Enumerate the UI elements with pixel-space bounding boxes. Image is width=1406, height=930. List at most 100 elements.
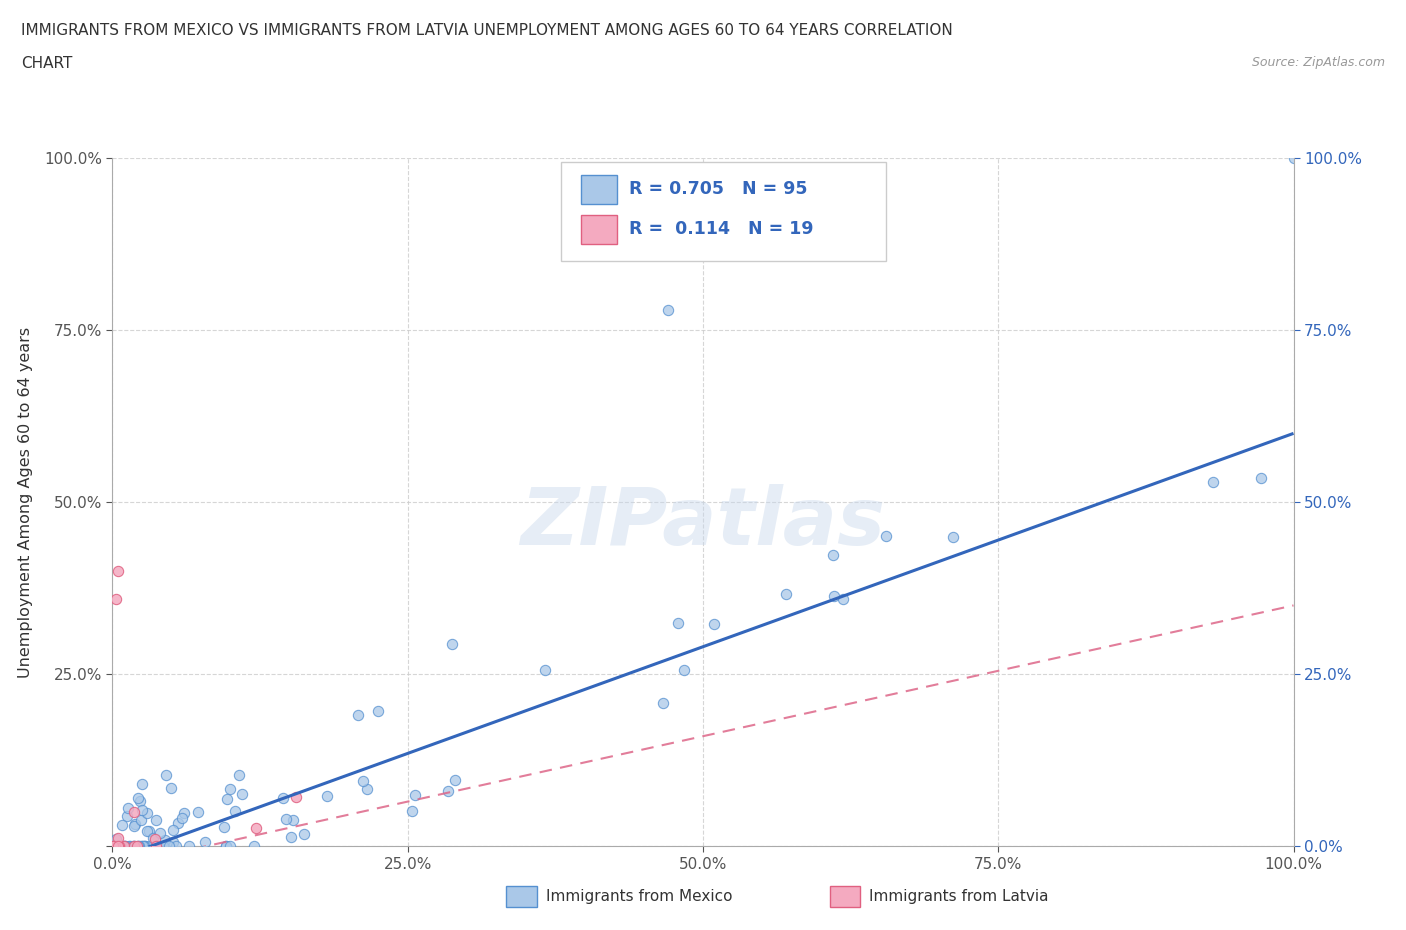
Point — [132, 839, 155, 854]
Point — [219, 782, 242, 797]
Point — [127, 790, 149, 805]
Point — [657, 302, 679, 317]
Point — [401, 804, 423, 818]
Point — [214, 819, 236, 834]
Point — [101, 839, 124, 854]
Point — [139, 839, 162, 854]
Point — [443, 773, 465, 788]
Point — [143, 831, 166, 846]
Point — [105, 839, 128, 854]
Point — [285, 790, 308, 804]
Point — [107, 830, 129, 845]
Text: IMMIGRANTS FROM MEXICO VS IMMIGRANTS FROM LATVIA UNEMPLOYMENT AMONG AGES 60 TO 6: IMMIGRANTS FROM MEXICO VS IMMIGRANTS FRO… — [21, 23, 953, 38]
Point — [105, 591, 128, 606]
Point — [142, 830, 165, 845]
Text: Source: ZipAtlas.com: Source: ZipAtlas.com — [1251, 56, 1385, 69]
Point — [122, 839, 145, 854]
Point — [127, 839, 149, 854]
Point — [215, 839, 238, 854]
Point — [821, 548, 844, 563]
Point — [138, 824, 160, 839]
Point — [155, 767, 177, 782]
Point — [437, 783, 460, 798]
Point — [356, 782, 378, 797]
Point — [104, 839, 127, 854]
Point — [271, 790, 294, 805]
Point — [134, 839, 156, 854]
Point — [274, 812, 297, 827]
Text: CHART: CHART — [21, 56, 73, 71]
Point — [194, 834, 217, 849]
Point — [117, 801, 139, 816]
Point — [316, 789, 339, 804]
Point — [215, 839, 238, 854]
Point — [108, 839, 131, 854]
Point — [231, 787, 253, 802]
Point — [367, 703, 389, 718]
Text: R = 0.705   N = 95: R = 0.705 N = 95 — [628, 180, 807, 198]
Point — [134, 839, 156, 854]
Point — [104, 832, 127, 847]
Point — [112, 839, 135, 854]
Point — [179, 839, 201, 854]
Point — [127, 839, 149, 854]
Point — [131, 803, 153, 817]
Point — [1202, 475, 1225, 490]
Point — [292, 827, 315, 842]
Point — [149, 825, 172, 840]
Point — [129, 839, 152, 854]
Point — [673, 663, 696, 678]
Point — [112, 839, 135, 854]
Point — [165, 839, 187, 854]
Point — [173, 805, 195, 820]
Point — [111, 817, 134, 832]
Point — [128, 793, 150, 808]
Point — [145, 813, 167, 828]
Point — [347, 708, 370, 723]
Point — [114, 839, 136, 854]
Point — [219, 839, 242, 854]
Point — [122, 818, 145, 833]
Point — [668, 616, 690, 631]
Point — [281, 813, 304, 828]
Point — [114, 839, 136, 854]
Point — [129, 813, 152, 828]
Point — [103, 839, 125, 854]
Point — [128, 839, 150, 854]
Point — [224, 804, 246, 818]
Text: Immigrants from Mexico: Immigrants from Mexico — [546, 889, 733, 904]
Point — [651, 696, 673, 711]
Point — [187, 805, 209, 820]
Point — [942, 530, 965, 545]
Point — [145, 839, 167, 854]
Point — [108, 839, 131, 854]
Point — [105, 839, 128, 854]
Bar — [581, 215, 617, 245]
Point — [440, 637, 463, 652]
Bar — [581, 176, 617, 205]
Point — [124, 839, 146, 854]
Point — [245, 820, 267, 835]
Text: R =  0.114   N = 19: R = 0.114 N = 19 — [628, 220, 813, 238]
Point — [127, 839, 149, 854]
FancyBboxPatch shape — [561, 162, 886, 261]
Point — [122, 804, 145, 819]
Point — [103, 839, 125, 854]
Point — [120, 839, 142, 854]
Point — [352, 774, 374, 789]
Point — [162, 823, 184, 838]
Point — [131, 839, 153, 854]
Point — [153, 832, 176, 847]
Y-axis label: Unemployment Among Ages 60 to 64 years: Unemployment Among Ages 60 to 64 years — [18, 326, 32, 678]
Point — [243, 839, 266, 854]
Point — [122, 839, 145, 854]
Point — [107, 564, 129, 578]
Point — [170, 811, 193, 826]
Point — [107, 839, 129, 854]
Point — [823, 589, 845, 604]
Point — [217, 791, 239, 806]
Point — [136, 805, 159, 820]
Point — [131, 777, 153, 791]
Point — [134, 839, 156, 854]
Point — [160, 781, 183, 796]
